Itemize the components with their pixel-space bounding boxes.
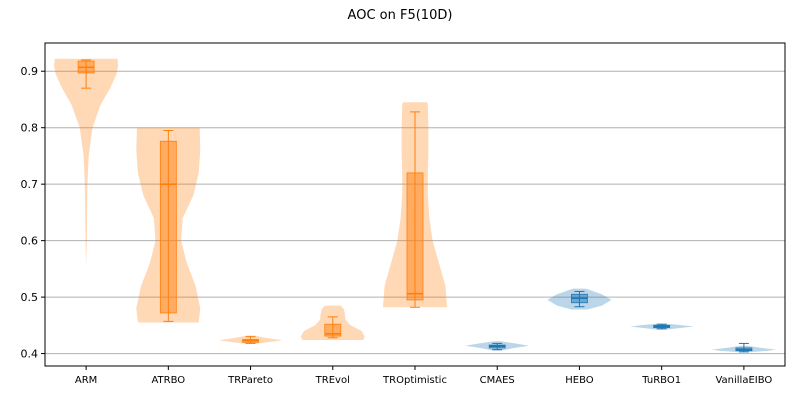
axes: 0.4 0.5 0.6 0.7 0.8 0.9 ARM ATRBO TRPareto TREvol… — [21, 42, 786, 386]
y-tick-label: 0.8 — [21, 122, 39, 135]
boxes — [77, 59, 753, 353]
violin-ARM — [54, 58, 119, 265]
x-tick-label: ATRBO — [151, 375, 185, 386]
x-tick-label: VanillaEIBO — [715, 375, 772, 386]
x-tick-label: TROptimistic — [382, 375, 447, 386]
y-tick-label: 0.7 — [21, 178, 39, 191]
box-TROptimistic — [406, 172, 424, 301]
x-tick-label: TRPareto — [227, 375, 273, 386]
box-ATRBO — [159, 140, 177, 314]
chart-title: AOC on F5(10D) — [348, 8, 453, 23]
x-tick-label: CMAES — [480, 375, 515, 386]
box-TREvol — [324, 323, 342, 337]
x-tick-label: ARM — [75, 375, 97, 386]
x-tick-label: TREvol — [315, 375, 350, 386]
y-tick-label: 0.9 — [21, 65, 39, 78]
y-tick-label: 0.5 — [21, 291, 39, 304]
x-tick-label: TuRBO1 — [641, 375, 681, 386]
y-tick-label: 0.4 — [21, 348, 39, 361]
x-tick-label: HEBO — [565, 375, 594, 386]
y-tick-label: 0.6 — [21, 235, 39, 248]
